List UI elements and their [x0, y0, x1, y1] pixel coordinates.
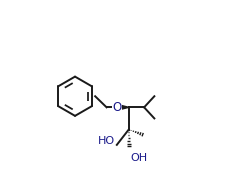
Text: O: O — [112, 101, 122, 114]
Polygon shape — [119, 105, 129, 110]
Text: OH: OH — [130, 153, 148, 163]
Text: HO: HO — [98, 136, 115, 146]
